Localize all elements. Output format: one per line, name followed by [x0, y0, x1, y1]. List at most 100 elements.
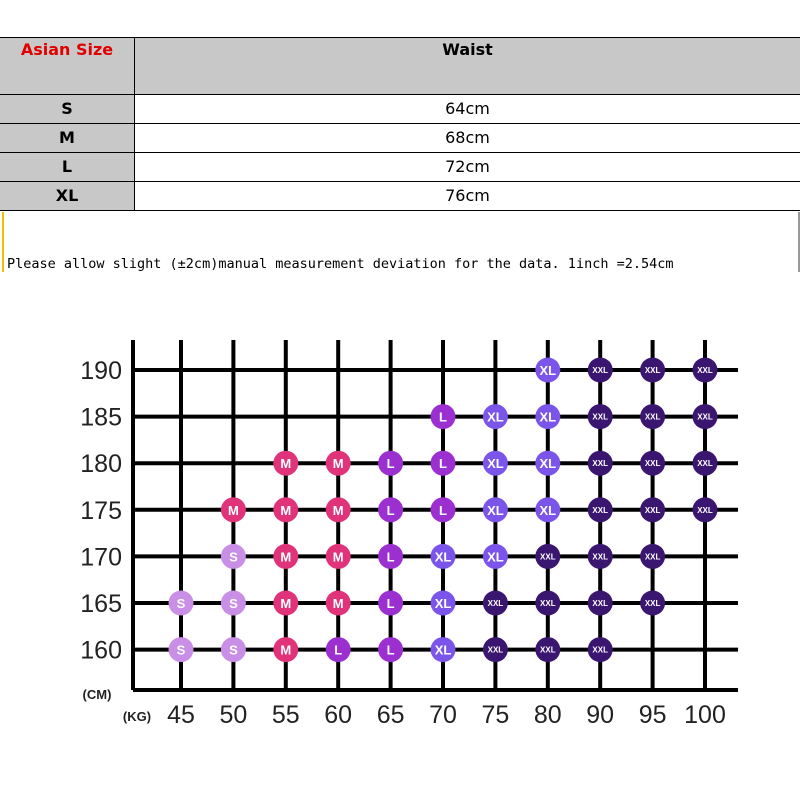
size-badge [325, 497, 351, 523]
size-badge [220, 543, 246, 569]
size-badge [640, 497, 666, 523]
size-label: L [439, 456, 447, 471]
size-badge [640, 404, 666, 430]
size-badge [640, 543, 666, 569]
size-badge [482, 590, 508, 616]
size-label: L [439, 503, 447, 518]
size-badge [587, 637, 613, 663]
size-label: XL [539, 363, 556, 378]
size-badge [587, 404, 613, 430]
size-badge [273, 450, 299, 476]
x-label: 65 [377, 701, 405, 729]
size-table: Asian Size Waist S 64cm M 68cm L 72cm XL 76cm [0, 37, 800, 211]
size-label: XXL [592, 599, 608, 608]
size-label: M [280, 643, 291, 658]
size-label: XXL [697, 366, 713, 375]
size-badge [273, 590, 299, 616]
x-label: 95 [639, 701, 667, 729]
size-badge [482, 497, 508, 523]
size-badge [640, 590, 666, 616]
table-row: XL 76cm [0, 182, 800, 211]
size-label: L [439, 410, 447, 425]
size-label: S [177, 596, 186, 611]
size-label: XXL [645, 599, 661, 608]
y-label: 180 [80, 450, 122, 478]
size-label: M [280, 456, 291, 471]
y-label: 165 [80, 590, 122, 618]
size-badge [692, 404, 718, 430]
size-label: L [387, 549, 395, 564]
size-label: M [333, 456, 344, 471]
table-cell: 76cm [445, 186, 490, 205]
size-label: XXL [645, 552, 661, 561]
size-label: M [280, 503, 291, 518]
size-label: S [177, 643, 186, 658]
size-label: XL [487, 503, 504, 518]
size-badge [587, 590, 613, 616]
size-label: XXL [488, 599, 504, 608]
size-label: XL [539, 410, 556, 425]
size-label: XXL [645, 366, 661, 375]
unit-y: (CM) [83, 687, 112, 702]
size-badge [273, 497, 299, 523]
note: Please allow slight (±2cm)manual measure… [2, 212, 800, 272]
size-badge [378, 637, 404, 663]
size-label: XXL [592, 459, 608, 468]
size-label: XXL [645, 506, 661, 515]
size-label: L [387, 503, 395, 518]
size-label: L [334, 643, 342, 658]
size-label: XL [435, 596, 452, 611]
size-badge [640, 357, 666, 383]
x-label: 100 [684, 701, 726, 729]
x-label: 80 [534, 701, 562, 729]
size-badge [535, 357, 561, 383]
table-cell: L [0, 153, 135, 181]
y-label: 185 [80, 404, 122, 432]
size-label: XXL [592, 646, 608, 655]
size-label: XXL [645, 413, 661, 422]
size-badge [587, 450, 613, 476]
size-badge [325, 590, 351, 616]
table-cell: 72cm [445, 157, 490, 176]
size-label: M [333, 549, 344, 564]
table-row: L 72cm [0, 153, 800, 182]
size-label: M [280, 549, 291, 564]
size-label: XXL [540, 599, 556, 608]
header-cell: Waist [135, 38, 800, 94]
size-badge [482, 543, 508, 569]
size-badge [378, 590, 404, 616]
size-badge [325, 450, 351, 476]
size-badge [692, 357, 718, 383]
size-badge [482, 637, 508, 663]
size-label: XXL [540, 552, 556, 561]
size-badge [430, 637, 456, 663]
x-label: 90 [586, 701, 614, 729]
size-badge [535, 543, 561, 569]
size-label: XXL [697, 413, 713, 422]
size-badge [430, 543, 456, 569]
size-badge [378, 450, 404, 476]
size-label: S [229, 549, 238, 564]
size-label: M [333, 596, 344, 611]
size-label: XXL [592, 413, 608, 422]
x-label: 70 [429, 701, 457, 729]
size-badge [692, 450, 718, 476]
size-label: XL [487, 456, 504, 471]
x-label: 60 [324, 701, 352, 729]
unit-x: (KG) [123, 709, 151, 724]
note-text: Please allow slight (±2cm)manual measure… [7, 256, 674, 272]
size-label: S [229, 596, 238, 611]
size-badge [325, 637, 351, 663]
x-label: 50 [219, 701, 247, 729]
size-grid: 190 185 180 175 170 165 160 45 50 55 60 65 70 75 80 90 9… [80, 340, 738, 729]
size-badge [430, 450, 456, 476]
size-badge [430, 404, 456, 430]
size-label: XXL [697, 506, 713, 515]
y-label: 170 [80, 543, 122, 571]
size-label: L [387, 596, 395, 611]
size-label: L [387, 456, 395, 471]
y-label: 190 [80, 357, 122, 385]
size-label: L [387, 643, 395, 658]
size-badge [378, 543, 404, 569]
size-label: XXL [592, 366, 608, 375]
